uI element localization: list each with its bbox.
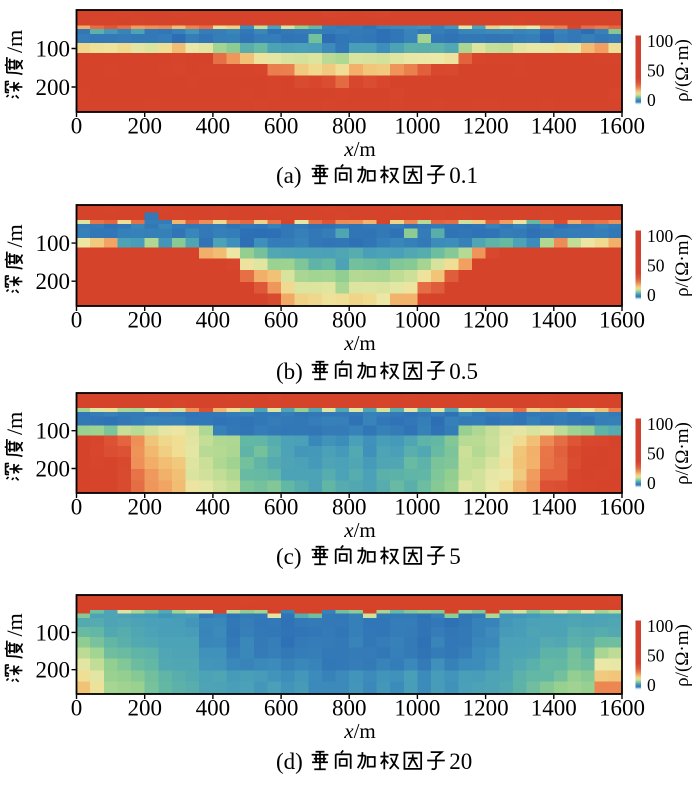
svg-text:400: 400 xyxy=(196,114,231,139)
svg-text:600: 600 xyxy=(264,308,299,333)
svg-text:200: 200 xyxy=(127,114,162,139)
svg-text:0: 0 xyxy=(71,114,83,139)
svg-text:0: 0 xyxy=(647,90,656,110)
svg-text:0: 0 xyxy=(647,675,656,695)
svg-text:200: 200 xyxy=(127,495,162,520)
svg-text:0: 0 xyxy=(647,473,656,493)
svg-text:100: 100 xyxy=(36,419,71,444)
svg-text:800: 800 xyxy=(332,114,367,139)
svg-text:1600: 1600 xyxy=(599,696,645,721)
svg-text:20: 20 xyxy=(449,749,472,774)
svg-text:x/m: x/m xyxy=(343,719,376,743)
svg-text:x/m: x/m xyxy=(343,137,376,161)
svg-text:1600: 1600 xyxy=(599,308,645,333)
svg-text:ρ/(Ω·m): ρ/(Ω·m) xyxy=(672,234,693,297)
svg-text:50: 50 xyxy=(647,61,665,81)
svg-text:200: 200 xyxy=(127,308,162,333)
svg-text:50: 50 xyxy=(647,256,665,276)
svg-text:800: 800 xyxy=(332,696,367,721)
svg-text:x/m: x/m xyxy=(343,518,376,542)
svg-text:0: 0 xyxy=(71,696,83,721)
svg-text:100: 100 xyxy=(647,616,674,636)
svg-text:1400: 1400 xyxy=(531,696,577,721)
svg-text:600: 600 xyxy=(264,114,299,139)
svg-text:0: 0 xyxy=(647,285,656,305)
svg-text:200: 200 xyxy=(36,269,71,294)
svg-text:100: 100 xyxy=(36,37,71,62)
svg-text:50: 50 xyxy=(647,444,665,464)
svg-text:1400: 1400 xyxy=(531,114,577,139)
svg-text:600: 600 xyxy=(264,696,299,721)
svg-text:200: 200 xyxy=(36,457,71,482)
svg-text:/m: /m xyxy=(2,613,27,636)
svg-text:100: 100 xyxy=(647,31,674,51)
svg-text:/m: /m xyxy=(2,412,27,435)
svg-text:200: 200 xyxy=(127,696,162,721)
svg-text:(d): (d) xyxy=(276,749,303,774)
svg-text:800: 800 xyxy=(332,495,367,520)
svg-text:100: 100 xyxy=(36,231,71,256)
svg-text:(b): (b) xyxy=(276,359,303,384)
svg-text:600: 600 xyxy=(264,495,299,520)
svg-text:ρ/(Ω·m): ρ/(Ω·m) xyxy=(672,39,693,102)
svg-text:/m: /m xyxy=(2,30,27,53)
svg-text:200: 200 xyxy=(36,75,71,100)
svg-text:5: 5 xyxy=(449,544,461,569)
svg-text:1200: 1200 xyxy=(463,114,509,139)
svg-text:0: 0 xyxy=(71,308,83,333)
svg-text:1000: 1000 xyxy=(394,308,440,333)
svg-text:1200: 1200 xyxy=(463,696,509,721)
svg-text:1000: 1000 xyxy=(394,696,440,721)
svg-text:(c): (c) xyxy=(276,544,302,569)
svg-text:/m: /m xyxy=(2,224,27,247)
svg-text:800: 800 xyxy=(332,308,367,333)
svg-text:1600: 1600 xyxy=(599,495,645,520)
svg-text:1600: 1600 xyxy=(599,114,645,139)
svg-text:0: 0 xyxy=(71,495,83,520)
svg-text:(a): (a) xyxy=(276,163,302,188)
svg-text:1200: 1200 xyxy=(463,495,509,520)
svg-text:1400: 1400 xyxy=(531,308,577,333)
svg-text:400: 400 xyxy=(196,308,231,333)
svg-text:ρ/(Ω·m): ρ/(Ω·m) xyxy=(672,422,693,485)
svg-text:100: 100 xyxy=(647,414,674,434)
svg-text:100: 100 xyxy=(647,226,674,246)
svg-text:ρ/(Ω·m): ρ/(Ω·m) xyxy=(672,624,693,687)
svg-text:1000: 1000 xyxy=(394,495,440,520)
svg-text:1200: 1200 xyxy=(463,308,509,333)
svg-text:1000: 1000 xyxy=(394,114,440,139)
svg-text:200: 200 xyxy=(36,658,71,683)
svg-text:100: 100 xyxy=(36,620,71,645)
svg-text:50: 50 xyxy=(647,646,665,666)
svg-text:1400: 1400 xyxy=(531,495,577,520)
svg-text:0.1: 0.1 xyxy=(449,163,478,188)
svg-text:400: 400 xyxy=(196,696,231,721)
svg-text:400: 400 xyxy=(196,495,231,520)
svg-text:x/m: x/m xyxy=(343,331,376,355)
svg-text:0.5: 0.5 xyxy=(449,359,478,384)
